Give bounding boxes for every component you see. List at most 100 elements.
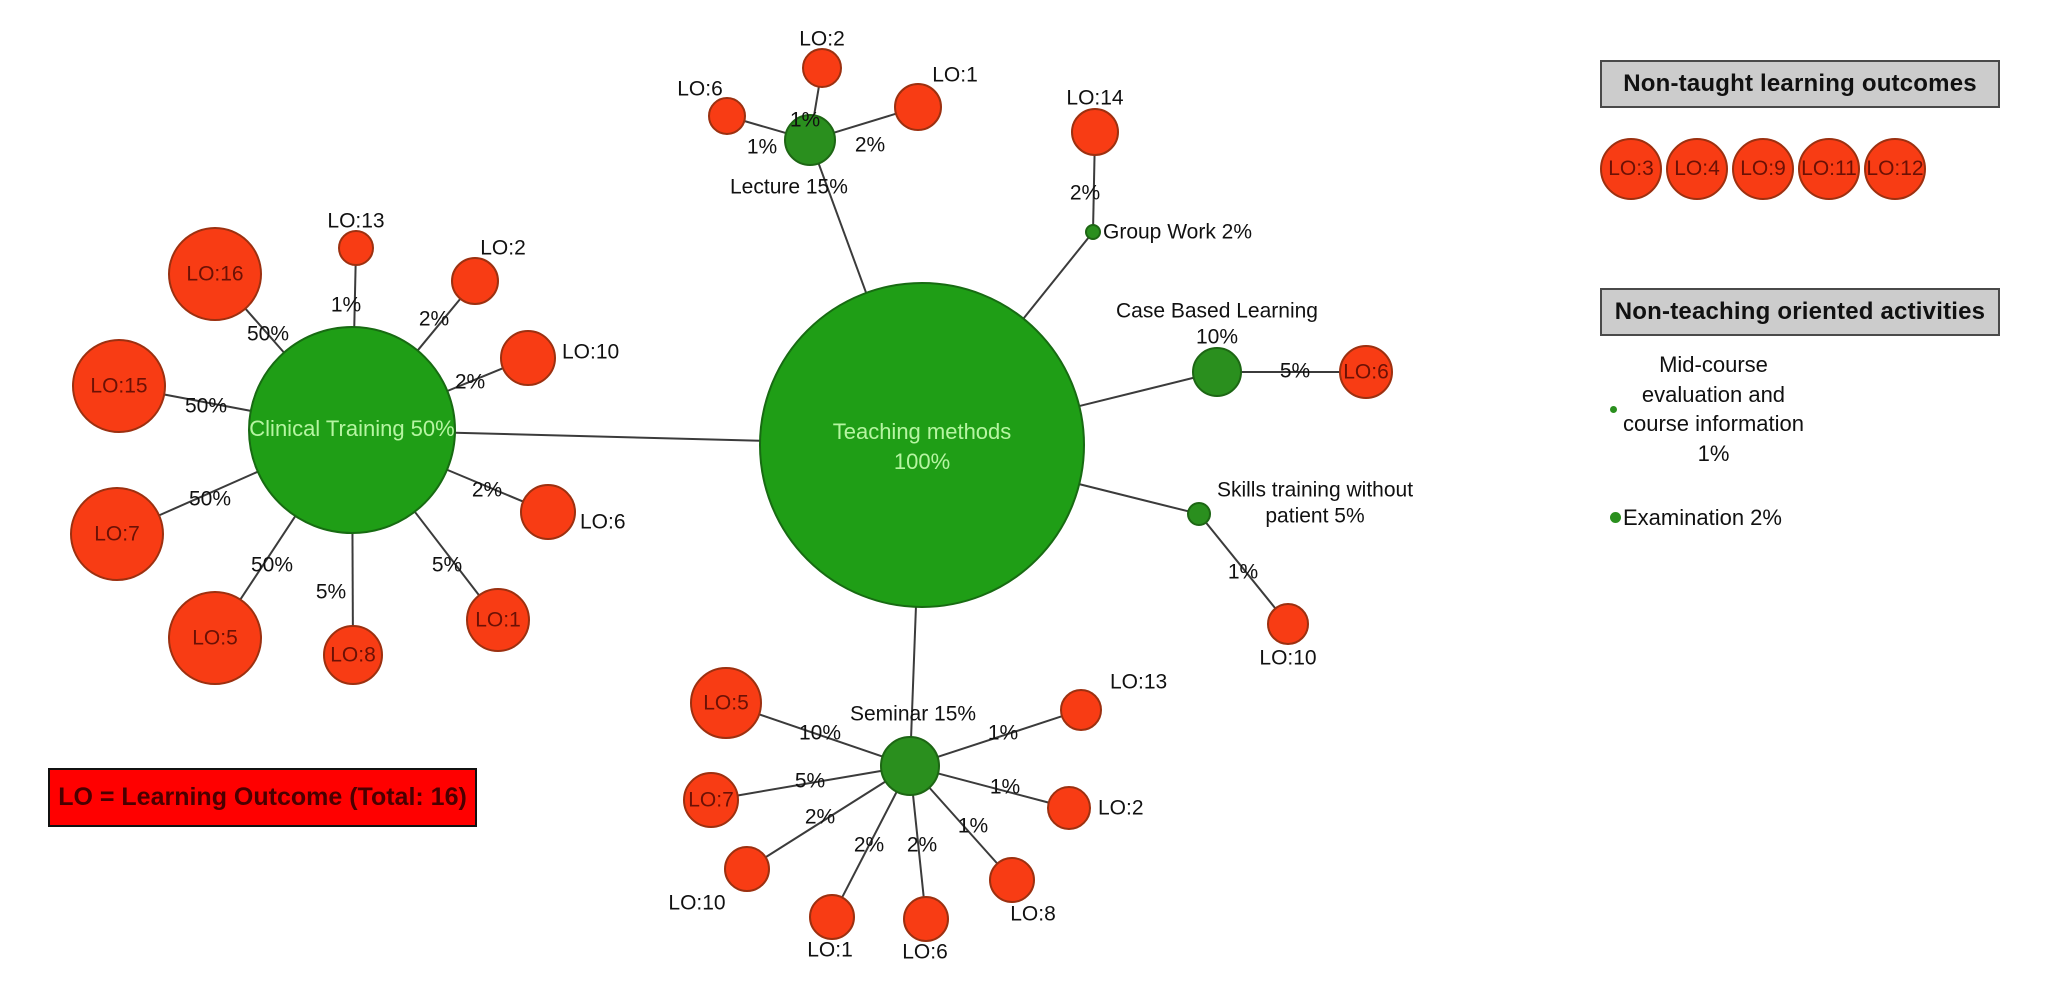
node-label-ct-lo13: LO:13 bbox=[327, 210, 384, 233]
node-lecture[interactable] bbox=[784, 114, 836, 166]
edge-clinical-training-to-ct-lo1 bbox=[413, 511, 480, 597]
activity-item-examination: Examination 2% bbox=[1610, 503, 2010, 533]
node-label-sem-lo7: LO:7 bbox=[688, 789, 734, 812]
edge-seminar-to-sem-lo13 bbox=[937, 715, 1063, 758]
panel-non-teaching-oriented-activities: Non-teaching oriented activities bbox=[1600, 288, 2000, 336]
node-seminar[interactable] bbox=[880, 736, 940, 796]
node-label-ct-lo2: LO:2 bbox=[480, 237, 526, 260]
node-sem-lo8[interactable] bbox=[989, 857, 1035, 903]
edge-clinical-training-to-ct-lo10 bbox=[446, 367, 504, 392]
node-label-skills-training-without-patient-line1: Skills training without bbox=[1217, 479, 1413, 502]
node-ct-lo15[interactable] bbox=[72, 339, 166, 433]
node-sem-lo10[interactable] bbox=[724, 846, 770, 892]
edge-weight-sem-lo10: 2% bbox=[805, 806, 835, 829]
node-sem-lo5[interactable] bbox=[690, 667, 762, 739]
node-gw-lo14[interactable] bbox=[1071, 108, 1119, 156]
non-taught-chip-lo-11[interactable]: LO:11 bbox=[1798, 138, 1860, 200]
node-label-ct-lo16: LO:16 bbox=[186, 263, 243, 286]
edge-weight-lec-lo1: 2% bbox=[855, 134, 885, 157]
node-label-case-based-learning-line2: 10% bbox=[1196, 326, 1238, 349]
edge-lecture-to-lec-lo6 bbox=[744, 120, 787, 135]
node-clinical-training[interactable] bbox=[248, 326, 456, 534]
node-sem-lo2[interactable] bbox=[1047, 786, 1091, 830]
node-label-sem-lo10: LO:10 bbox=[668, 892, 725, 915]
labels-layer: LO:16 50% LO:15 50% LO:7 50% LO:5 50% LO:13 1% LO:… bbox=[90, 28, 1413, 964]
edge-seminar-to-sem-lo6 bbox=[912, 794, 925, 898]
node-ct-lo2[interactable] bbox=[451, 257, 499, 305]
node-label-cbl-lo6: LO:6 bbox=[1343, 361, 1389, 384]
panel-non-taught-learning-outcomes: Non-taught learning outcomes bbox=[1600, 60, 2000, 108]
node-label-sem-lo6: LO:6 bbox=[902, 941, 948, 964]
edge-weight-lec-lo2: 1% bbox=[790, 109, 820, 132]
node-label-seminar: Seminar 15% bbox=[850, 703, 976, 726]
node-case-based-learning[interactable] bbox=[1192, 347, 1242, 397]
edge-seminar-to-sem-lo5 bbox=[758, 713, 883, 758]
edge-teaching-methods-to-clinical-training bbox=[454, 431, 761, 442]
non-taught-chip-lo-9[interactable]: LO:9 bbox=[1732, 138, 1794, 200]
node-skills-training-without-patient[interactable] bbox=[1187, 502, 1211, 526]
node-label-sem-lo2: LO:2 bbox=[1098, 797, 1144, 820]
node-label-ct-lo15: LO:15 bbox=[90, 375, 147, 398]
node-label-ct-lo10: LO:10 bbox=[562, 341, 619, 364]
node-lec-lo2[interactable] bbox=[802, 48, 842, 88]
node-label-case-based-learning-line1: Case Based Learning bbox=[1116, 300, 1318, 323]
node-label-ct-lo5: LO:5 bbox=[192, 627, 238, 650]
node-sem-lo7[interactable] bbox=[683, 772, 739, 828]
act1-line2: evaluation and bbox=[1641, 381, 1786, 407]
edge-teaching-methods-to-seminar bbox=[910, 606, 917, 738]
node-label-ct-lo7: LO:7 bbox=[94, 523, 140, 546]
node-label-sem-lo5: LO:5 bbox=[703, 692, 749, 715]
act1-line1: Mid-course bbox=[1659, 352, 1768, 377]
non-taught-chip-lo-12[interactable]: LO:12 bbox=[1864, 138, 1926, 200]
edge-seminar-to-sem-lo7 bbox=[737, 769, 882, 797]
node-ct-lo5[interactable] bbox=[168, 591, 262, 685]
non-taught-chip-lo-3[interactable]: LO:3 bbox=[1600, 138, 1662, 200]
node-ct-lo8[interactable] bbox=[323, 625, 383, 685]
edge-weight-ct-lo15: 50% bbox=[185, 395, 227, 418]
node-label-st-lo10: LO:10 bbox=[1259, 647, 1316, 670]
edge-clinical-training-to-ct-lo15 bbox=[164, 393, 251, 412]
green-dot-icon bbox=[1610, 405, 1617, 413]
node-ct-lo1[interactable] bbox=[466, 588, 530, 652]
edge-weight-gw-lo14: 2% bbox=[1070, 182, 1100, 205]
edge-weight-lec-lo6: 1% bbox=[747, 136, 777, 159]
node-group-work[interactable] bbox=[1085, 224, 1101, 240]
edge-clinical-training-to-ct-lo13 bbox=[353, 264, 357, 328]
edge-weight-sem-lo6: 2% bbox=[907, 834, 937, 857]
node-sem-lo1[interactable] bbox=[809, 894, 855, 940]
node-ct-lo10[interactable] bbox=[500, 330, 556, 386]
edge-weight-sem-lo13: 1% bbox=[988, 722, 1018, 745]
node-st-lo10[interactable] bbox=[1267, 603, 1309, 645]
node-lec-lo1[interactable] bbox=[894, 83, 942, 131]
edge-teaching-methods-to-group-work bbox=[1022, 236, 1090, 320]
edge-clinical-training-to-ct-lo2 bbox=[416, 298, 462, 352]
node-lec-lo6[interactable] bbox=[708, 97, 746, 135]
node-label-lec-lo2: LO:2 bbox=[799, 28, 845, 51]
node-ct-lo6[interactable] bbox=[520, 484, 576, 540]
edge-seminar-to-sem-lo10 bbox=[765, 780, 887, 859]
node-sem-lo13[interactable] bbox=[1060, 689, 1102, 731]
activity-item-mid-course-evaluation: Mid-course evaluation and course informa… bbox=[1610, 350, 2010, 469]
panel-non-teaching-title: Non-teaching oriented activities bbox=[1614, 298, 1986, 325]
node-label-lec-lo1: LO:1 bbox=[932, 64, 978, 87]
node-ct-lo13[interactable] bbox=[338, 230, 374, 266]
non-taught-chip-lo-4[interactable]: LO:4 bbox=[1666, 138, 1728, 200]
legend-lo-key: LO = Learning Outcome (Total: 16) bbox=[48, 768, 477, 827]
node-cbl-lo6[interactable] bbox=[1339, 345, 1393, 399]
edge-seminar-to-sem-lo1 bbox=[841, 791, 898, 898]
edge-seminar-to-sem-lo8 bbox=[928, 786, 999, 865]
node-ct-lo16[interactable] bbox=[168, 227, 262, 321]
node-teaching-methods[interactable] bbox=[759, 282, 1085, 608]
panel-non-taught-title: Non-taught learning outcomes bbox=[1623, 70, 1977, 97]
edge-teaching-methods-to-lecture bbox=[817, 163, 868, 294]
node-sem-lo6[interactable] bbox=[903, 896, 949, 942]
edge-weight-sem-lo8: 1% bbox=[958, 815, 988, 838]
node-label-ct-lo1: LO:1 bbox=[475, 609, 521, 632]
edge-weight-sem-lo7: 5% bbox=[795, 770, 825, 793]
node-ct-lo7[interactable] bbox=[70, 487, 164, 581]
act1-line3: course information bbox=[1623, 411, 1804, 437]
node-label-gw-lo14: LO:14 bbox=[1066, 87, 1124, 110]
edge-weight-st-lo10: 1% bbox=[1228, 561, 1258, 584]
node-label-lecture: Lecture 15% bbox=[730, 176, 848, 199]
